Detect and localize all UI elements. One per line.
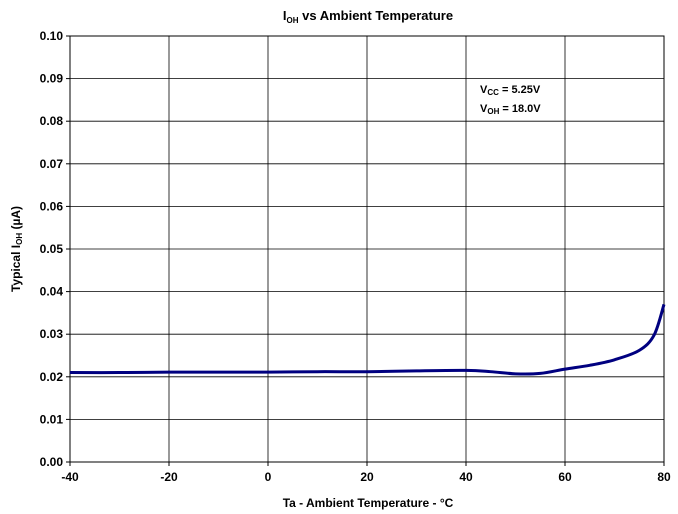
y-tick-label: 0.10 (40, 29, 64, 43)
plot-frame (69, 35, 665, 463)
series-line (69, 303, 666, 376)
x-tick-label: 40 (459, 470, 473, 484)
y-tick-label: 0.04 (40, 285, 64, 299)
x-tick-label: 20 (360, 470, 374, 484)
annotation-vcc: VCC = 5.25V (480, 84, 541, 97)
conditions-annotation: VCC = 5.25V VOH = 18.0V (480, 84, 541, 116)
y-tick-labels: 0.00 0.01 0.02 0.03 0.04 0.05 0.06 0.07 0.08 0.09… (40, 29, 64, 469)
y-tick-label: 0.09 (40, 72, 64, 86)
y-tick-label: 0.01 (40, 412, 64, 426)
y-tick-label: 0.08 (40, 114, 64, 128)
x-axis-title: Ta - Ambient Temperature - °C (283, 496, 454, 510)
x-tick-label: -40 (61, 470, 79, 484)
y-tick-label: 0.02 (40, 370, 64, 384)
y-tick-label: 0.03 (40, 327, 64, 341)
series-group (69, 303, 666, 376)
x-tick-label: 80 (657, 470, 671, 484)
x-tick-label: 0 (265, 470, 272, 484)
x-tick-labels: -40 -20 0 20 40 60 80 (61, 470, 671, 484)
y-tick-label: 0.00 (40, 455, 64, 469)
x-tick-label: 60 (558, 470, 572, 484)
x-tick-label: -20 (160, 470, 178, 484)
annotation-voh: VOH = 18.0V (480, 103, 541, 116)
y-tick-label: 0.06 (40, 199, 64, 213)
y-tick-label: 0.07 (40, 157, 64, 171)
chart-title: IOH vs Ambient Temperature (283, 8, 453, 25)
y-tick-label: 0.05 (40, 242, 64, 256)
y-axis-title: Typical IOH (µA) (9, 206, 24, 292)
